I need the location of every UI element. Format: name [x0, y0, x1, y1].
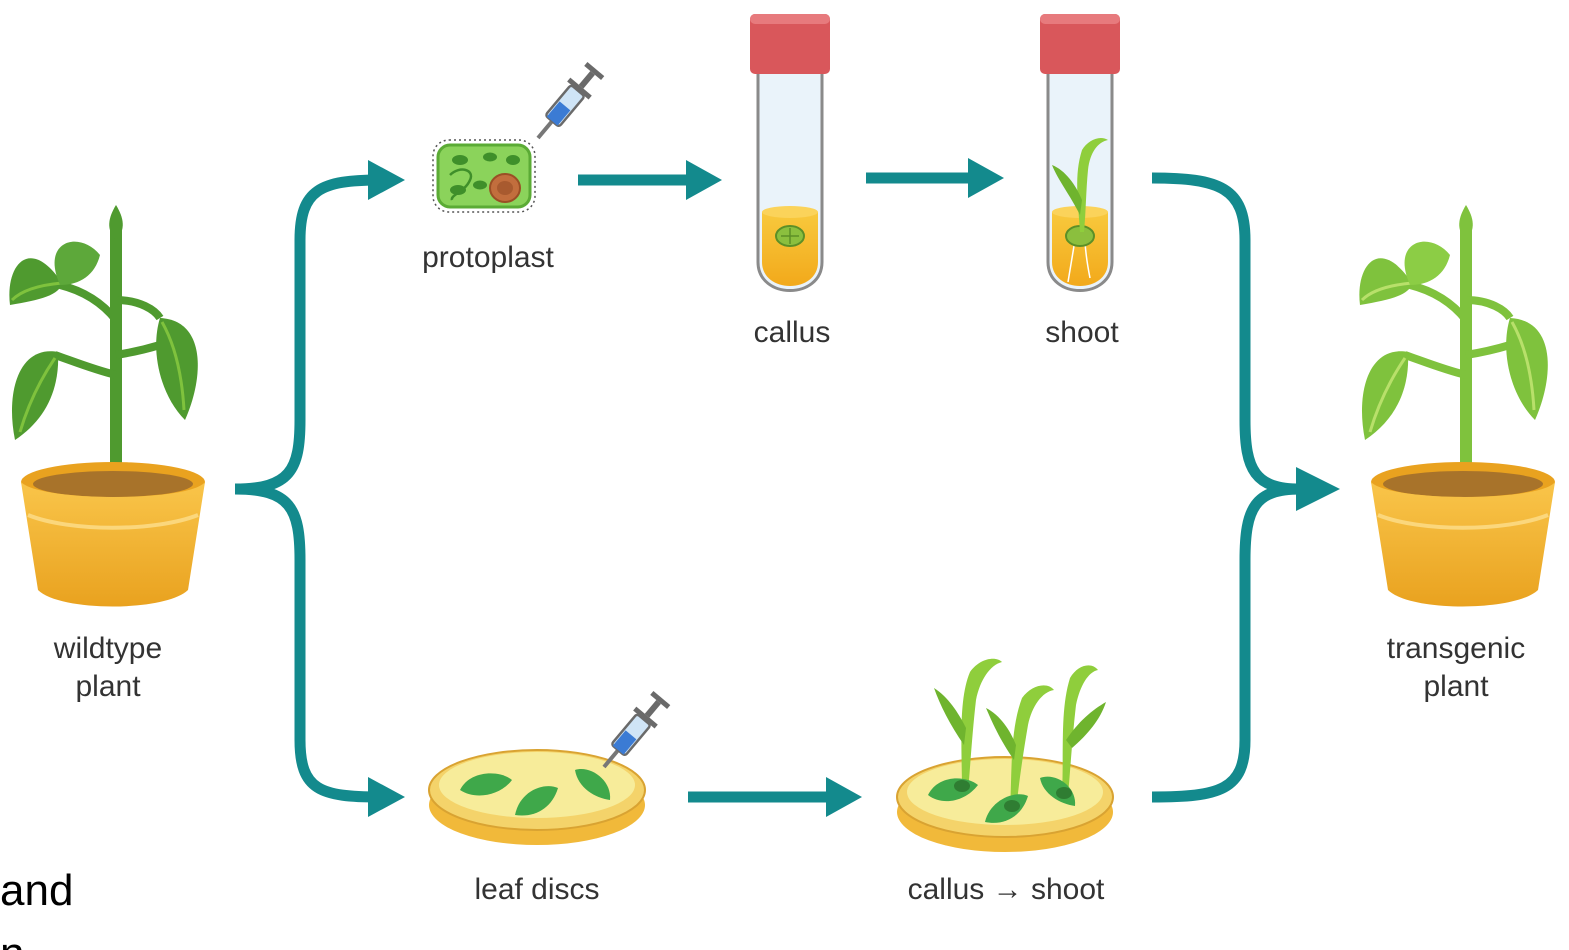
wildtype-label-line2: plant	[75, 670, 141, 703]
leaf-discs-petri-dish	[428, 749, 646, 845]
shoot-sprout-icon	[1010, 685, 1054, 812]
shoot-test-tube	[1040, 14, 1120, 292]
slide-text-fragment-line1: and	[0, 866, 73, 915]
slide-text-fragment-line2: n	[0, 929, 24, 950]
transgenic-plant-illustration	[1359, 205, 1555, 607]
shoot-sprout-icon	[1077, 138, 1108, 232]
shoot-sprout-icon	[961, 658, 1002, 792]
wildtype-label-line1: wildtype	[53, 632, 162, 665]
split-brace-arrow	[234, 174, 381, 495]
leaf-icon	[9, 258, 62, 305]
flow-arrows	[234, 172, 1301, 803]
leaf-icon	[54, 241, 100, 285]
arrowhead-shoot	[968, 158, 1004, 198]
callus-shoot-label: callus → shoot	[908, 873, 1105, 906]
transgenic-label-line2: plant	[1423, 670, 1489, 703]
arrowhead-callus-shoot	[826, 777, 862, 817]
arrow-heads	[368, 158, 1340, 817]
wildtype-plant-illustration	[9, 205, 205, 607]
transgenic-label-line1: transgenic	[1387, 632, 1525, 665]
leaf-discs-label: leaf discs	[474, 873, 599, 906]
arrowhead-leafdiscs	[368, 777, 405, 817]
leaf-icon	[1506, 318, 1548, 420]
leaf-disc-icon	[460, 773, 512, 796]
merge-brace-upper	[1151, 172, 1301, 495]
syringe-icon	[536, 61, 605, 140]
leaf-icon	[156, 318, 198, 420]
leaf-icon	[1404, 241, 1450, 285]
shoot-sprout-icon	[1062, 665, 1098, 795]
arrowhead-protoplast	[368, 160, 405, 200]
callus-test-tube	[750, 14, 830, 292]
arrowhead-callus	[686, 160, 722, 200]
arrowhead-transgenic	[1296, 467, 1340, 511]
protoplast-cell-illustration	[432, 139, 536, 213]
split-brace-lower	[234, 483, 381, 803]
callus-label: callus	[754, 316, 831, 349]
syringe-icon	[602, 690, 671, 769]
leaf-icon	[1359, 258, 1412, 305]
leaf-disc-icon	[575, 769, 611, 800]
leaf-disc-icon	[515, 786, 558, 816]
callus-shoot-petri-dish	[896, 658, 1114, 852]
merge-brace-lower	[1151, 483, 1301, 803]
shoot-label: shoot	[1045, 316, 1119, 349]
protoplast-label: protoplast	[422, 241, 554, 274]
